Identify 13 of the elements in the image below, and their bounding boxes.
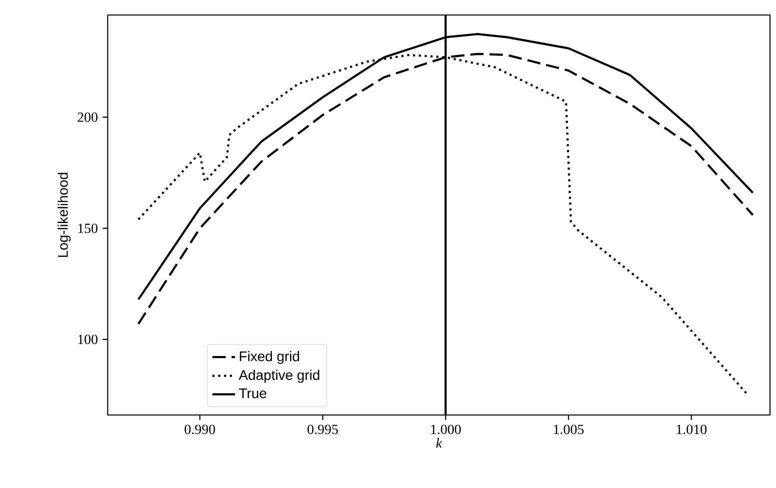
x-tick-label: 1.005 [554, 424, 584, 434]
x-tick-label: 1.000 [431, 424, 461, 434]
legend-label: True [239, 388, 266, 398]
x-tick-label: 0.995 [308, 424, 338, 434]
y-axis-title: Log-likelihood [58, 172, 71, 257]
y-tick-label: 150 [78, 224, 98, 234]
x-axis-title: k [436, 438, 442, 448]
y-tick-label: 100 [78, 334, 98, 344]
legend-label: Fixed grid [240, 351, 300, 364]
legend-label: Adaptive grid [238, 370, 320, 383]
x-tick-label: 0.990 [184, 424, 216, 434]
x-tick-label: 1.010 [676, 424, 707, 434]
y-tick-label: 200 [78, 112, 98, 122]
